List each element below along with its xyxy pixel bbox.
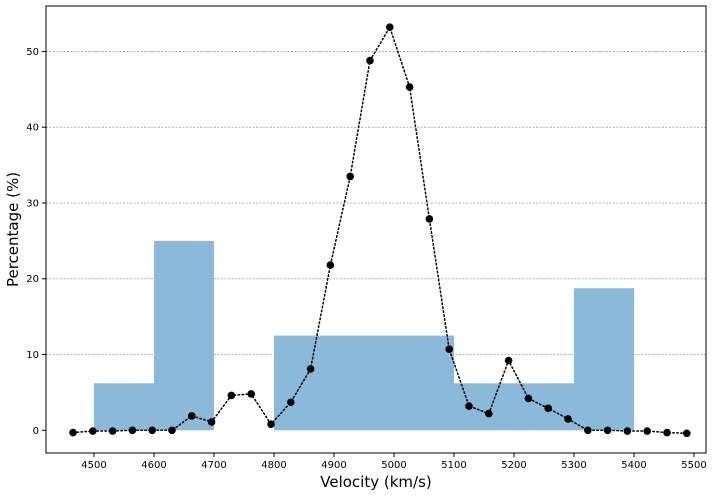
y-axis-label: Percentage (%)	[4, 172, 22, 287]
curve-point-5	[168, 426, 176, 435]
curve-point-1	[89, 427, 97, 435]
curve-point-13	[326, 261, 335, 269]
y-tick-label-40: 40	[26, 123, 39, 134]
curve-point-23	[524, 394, 533, 403]
histogram-bar-4	[574, 288, 634, 431]
x-tick-label-5500: 5500	[681, 460, 706, 471]
y-tick-label-20: 20	[26, 274, 39, 285]
curve-point-2	[108, 427, 117, 435]
curve-point-8	[227, 391, 236, 400]
x-tick-label-5400: 5400	[621, 460, 646, 471]
curve-point-6	[188, 412, 196, 420]
curve-point-12	[306, 365, 315, 373]
distribution-curve	[69, 23, 691, 438]
x-tick-label-5200: 5200	[501, 460, 526, 471]
curve-point-3	[128, 426, 137, 435]
histogram-bar-1	[154, 240, 214, 431]
curve-point-17	[405, 83, 414, 91]
y-tick-label-50: 50	[26, 47, 39, 58]
x-tick-label-4800: 4800	[261, 460, 286, 471]
curve-point-26	[584, 426, 592, 435]
curve-point-31	[683, 429, 691, 438]
plot-frame	[45, 5, 707, 454]
y-axis-ticks: 0 10 20 30 40 50	[26, 47, 46, 437]
histogram-bars	[94, 240, 634, 431]
curve-point-7	[207, 418, 216, 426]
curve-point-10	[267, 420, 275, 429]
x-tick-label-5300: 5300	[561, 460, 586, 471]
curve-point-29	[643, 427, 651, 435]
histogram-bar-0	[94, 383, 154, 431]
x-tick-label-4500: 4500	[81, 460, 106, 471]
curve-point-9	[247, 390, 255, 398]
y-tick-label-0: 0	[33, 426, 39, 437]
y-tick-label-10: 10	[26, 350, 39, 361]
curve-point-4	[148, 426, 156, 435]
x-tick-label-4700: 4700	[201, 460, 226, 471]
x-tick-label-5000: 5000	[381, 460, 406, 471]
curve-point-30	[663, 428, 671, 437]
curve-point-19	[445, 345, 454, 354]
curve-point-24	[544, 404, 552, 413]
curve-point-28	[623, 427, 632, 435]
curve-point-0	[69, 428, 77, 437]
curve-point-14	[346, 172, 355, 181]
histogram-bar-2	[274, 335, 454, 431]
x-tick-label-4900: 4900	[321, 460, 346, 471]
curve-point-25	[564, 415, 572, 423]
curve-point-21	[485, 409, 493, 418]
y-tick-label-30: 30	[26, 198, 39, 209]
curve-point-18	[425, 215, 434, 223]
x-tick-label-4600: 4600	[141, 460, 166, 471]
histogram-bar-3	[454, 383, 574, 431]
curve-point-11	[287, 398, 295, 407]
curve-point-16	[386, 23, 394, 32]
x-axis-ticks: 4500 4600 4700 4800 4900 5000 5100 5200 5300 5400…	[81, 453, 707, 471]
curve-point-22	[504, 356, 513, 365]
x-axis-label: Velocity (km/s)	[320, 473, 431, 491]
curve-point-20	[465, 402, 473, 410]
x-tick-label-5100: 5100	[441, 460, 466, 471]
curve-point-27	[603, 426, 612, 435]
curve-point-15	[366, 56, 374, 65]
